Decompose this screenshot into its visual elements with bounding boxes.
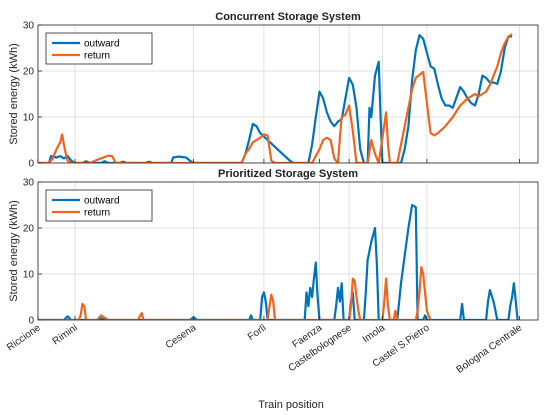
station-label: Imola: [361, 322, 388, 345]
y-tick-label: 10: [23, 113, 35, 124]
y-tick-label: 0: [28, 316, 34, 327]
y-tick-label: 20: [23, 224, 35, 235]
station-label: Rimini: [51, 322, 80, 347]
legend-label-return: return: [84, 51, 110, 62]
top-chart-concurrent: 0 10 20 30 Concurrent Storage System Stored e…: [8, 11, 539, 170]
legend-box: [45, 189, 153, 222]
y-tick-label: 20: [23, 67, 35, 78]
axes-box: [37, 24, 539, 164]
station-tick-labels: Riccione Rimini Cesena Forlì FaenzaCastelbol…: [5, 322, 525, 376]
series-line-return: [38, 266, 432, 320]
station-label: Forlì: [246, 322, 269, 343]
y-axis-label: Stored energy (kWh): [8, 200, 20, 301]
y-tick-label: 0: [28, 159, 34, 170]
y-tick-label: 30: [23, 21, 35, 32]
legend-label-outward: outward: [84, 39, 120, 50]
y-axis-label: Stored energy (kWh): [8, 43, 20, 144]
y-tick-label: 10: [23, 270, 35, 281]
legend-box: [45, 32, 153, 65]
legend-label-return: return: [84, 208, 110, 219]
station-label: Riccione: [5, 322, 43, 353]
chart-title: Prioritized Storage System: [218, 168, 358, 180]
series-line-outward: [38, 34, 513, 163]
station-label: Cesena: [164, 322, 199, 351]
x-axis-label: Train position: [258, 399, 324, 411]
station-label: Bologna Centrale: [455, 322, 525, 376]
series-line-return: [38, 33, 513, 163]
axes-box: [37, 181, 539, 321]
y-tick-label: 30: [23, 178, 35, 189]
chart-title: Concurrent Storage System: [215, 11, 361, 23]
bottom-chart-prioritized: 0 10 20 30 Prioritized Storage System Stored …: [8, 168, 539, 327]
legend-label-outward: outward: [84, 196, 120, 207]
